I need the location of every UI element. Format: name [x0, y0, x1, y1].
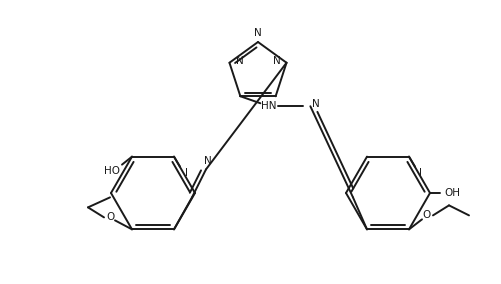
Text: N: N: [204, 156, 212, 166]
Text: O: O: [423, 210, 431, 220]
Text: I: I: [419, 168, 422, 178]
Text: HO: HO: [104, 166, 120, 176]
Text: N: N: [312, 99, 320, 109]
Text: N: N: [235, 56, 243, 66]
Text: N: N: [254, 28, 262, 38]
Text: OH: OH: [444, 188, 460, 198]
Text: I: I: [184, 168, 187, 178]
Text: O: O: [106, 212, 114, 222]
Text: HN: HN: [261, 101, 276, 111]
Text: N: N: [273, 56, 281, 66]
